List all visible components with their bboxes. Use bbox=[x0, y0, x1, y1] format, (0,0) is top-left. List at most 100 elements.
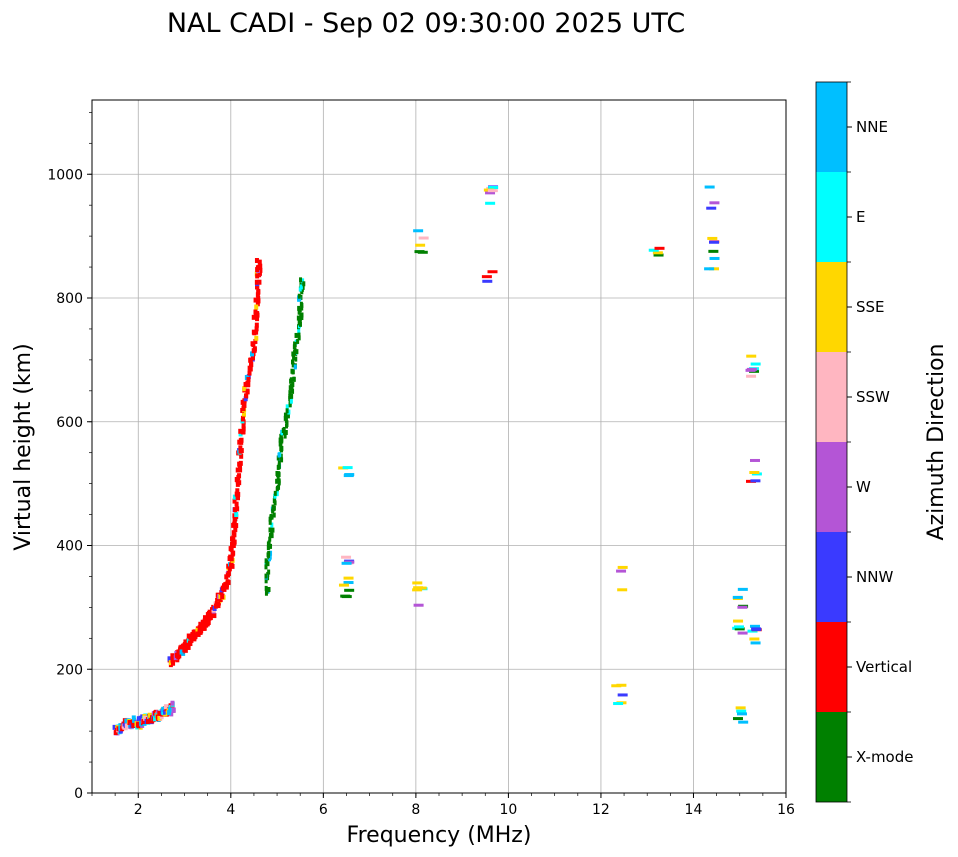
y-tick-label: 0 bbox=[74, 786, 83, 802]
echo-mark bbox=[232, 494, 237, 500]
echo-mark bbox=[241, 426, 246, 432]
echo-mark bbox=[283, 433, 287, 439]
echo-mark bbox=[413, 229, 424, 233]
echo-mark bbox=[413, 603, 424, 607]
echo-mark bbox=[412, 588, 423, 592]
echo-mark bbox=[208, 615, 213, 621]
echo-mark bbox=[183, 639, 188, 645]
echo-mark bbox=[285, 421, 289, 427]
echo-mark bbox=[277, 452, 281, 458]
echo-mark bbox=[297, 305, 301, 311]
echo-mark bbox=[264, 564, 268, 570]
echo-mark bbox=[269, 543, 273, 549]
colorbar-tick-label: NNE bbox=[856, 118, 888, 136]
echo-mark bbox=[163, 704, 168, 710]
echo-mark bbox=[288, 390, 292, 396]
echo-mark bbox=[255, 273, 260, 279]
colorbar-segment bbox=[816, 352, 847, 442]
echo-mark bbox=[182, 642, 187, 648]
echo-mark bbox=[485, 201, 496, 205]
echo-mark bbox=[280, 445, 284, 451]
echo-mark bbox=[418, 236, 429, 240]
echo-mark bbox=[232, 539, 237, 545]
echo-mark bbox=[233, 527, 238, 533]
echo-mark bbox=[279, 433, 283, 439]
echo-mark bbox=[266, 552, 270, 558]
echo-mark bbox=[233, 516, 238, 522]
echo-mark bbox=[338, 583, 349, 587]
echo-mark bbox=[299, 312, 303, 318]
echo-mark bbox=[238, 438, 243, 444]
echo-mark bbox=[414, 250, 425, 254]
echo-mark bbox=[343, 581, 354, 585]
echo-mark bbox=[737, 587, 748, 591]
echo-mark bbox=[269, 550, 273, 556]
plot-background bbox=[92, 100, 786, 793]
echo-mark bbox=[264, 578, 268, 584]
echo-mark bbox=[219, 590, 224, 596]
echo-mark bbox=[297, 293, 301, 299]
echo-mark bbox=[297, 332, 301, 338]
echo-mark bbox=[237, 461, 242, 467]
echo-mark bbox=[295, 349, 299, 355]
echo-mark bbox=[344, 588, 355, 592]
colorbar-tick-label: SSW bbox=[856, 388, 890, 406]
echo-mark bbox=[292, 376, 296, 382]
echo-mark bbox=[239, 453, 244, 459]
echo-mark bbox=[300, 305, 304, 311]
echo-mark bbox=[204, 616, 209, 622]
echo-mark bbox=[297, 328, 301, 334]
echo-mark bbox=[268, 536, 272, 542]
echo-mark bbox=[709, 256, 720, 260]
echo-mark bbox=[277, 480, 281, 486]
echo-mark bbox=[241, 422, 246, 428]
y-tick-label: 600 bbox=[56, 415, 83, 431]
echo-mark bbox=[251, 355, 256, 361]
echo-mark bbox=[241, 412, 246, 418]
echo-mark bbox=[177, 653, 182, 659]
echo-mark bbox=[256, 298, 261, 304]
axes: 2 4 6 8 10 12 14 16 0 200 400 600 800 1000 bbox=[47, 112, 795, 818]
y-tick-label: 400 bbox=[56, 539, 83, 555]
echo-mark bbox=[706, 206, 717, 210]
colorbar-label: Azimuth Direction bbox=[924, 343, 949, 540]
echo-mark bbox=[255, 265, 260, 271]
echo-mark bbox=[750, 362, 761, 366]
echo-mark bbox=[267, 586, 271, 592]
echo-mark bbox=[291, 362, 295, 368]
echo-mark bbox=[232, 521, 237, 527]
echo-mark bbox=[299, 284, 303, 290]
echo-mark bbox=[616, 569, 627, 573]
echo-mark bbox=[488, 186, 499, 190]
echo-mark bbox=[617, 693, 628, 697]
plot-area: 2 4 6 8 10 12 14 16 0 200 400 600 800 1000 bbox=[47, 99, 795, 818]
echo-mark bbox=[159, 714, 164, 720]
echo-mark bbox=[234, 523, 239, 529]
echo-mark bbox=[266, 545, 270, 551]
echo-mark bbox=[481, 275, 492, 279]
echo-mark bbox=[290, 386, 294, 392]
echo-mark bbox=[235, 506, 240, 512]
echo-mark bbox=[253, 338, 258, 344]
colorbar-segment bbox=[816, 172, 847, 262]
colorbar: X-mode Vertical NNW W SSW SSE E NNE bbox=[815, 81, 913, 803]
echo-mark bbox=[256, 295, 261, 301]
echo-mark bbox=[232, 507, 237, 513]
echo-mark bbox=[162, 709, 167, 715]
echo-mark bbox=[251, 342, 256, 348]
echo-mark bbox=[294, 356, 298, 362]
echo-mark bbox=[238, 467, 243, 473]
echo-mark bbox=[241, 406, 246, 412]
echo-mark bbox=[243, 396, 248, 402]
echo-mark bbox=[268, 554, 272, 560]
echo-mark bbox=[221, 584, 226, 590]
x-axis-label: Frequency (MHz) bbox=[347, 823, 532, 848]
echo-mark bbox=[737, 631, 748, 635]
echo-mark bbox=[297, 320, 301, 326]
echo-mark bbox=[738, 720, 749, 724]
echo-mark bbox=[268, 519, 272, 525]
echo-mark bbox=[170, 659, 175, 665]
echo-mark bbox=[648, 248, 659, 252]
echo-mark bbox=[170, 700, 175, 706]
echo-mark bbox=[746, 374, 757, 378]
